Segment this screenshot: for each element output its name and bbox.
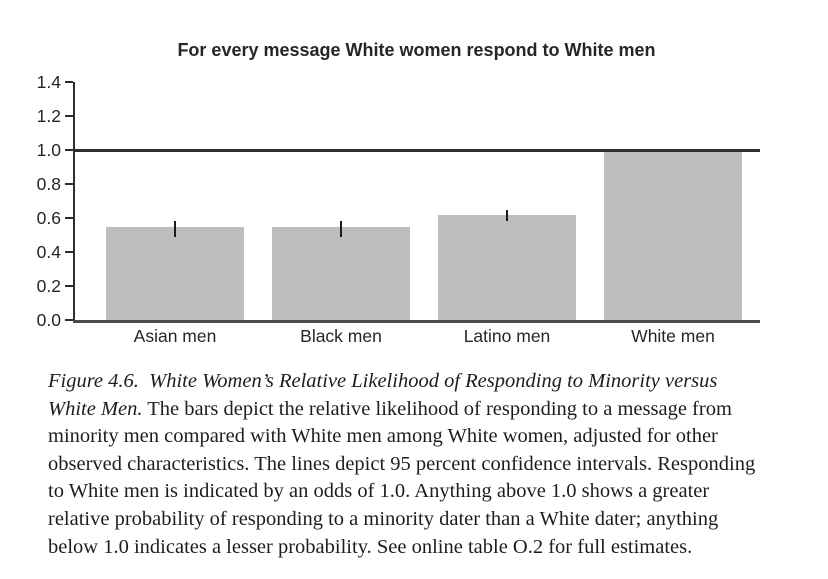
y-tick-label: 1.0	[36, 140, 61, 160]
y-tick-mark	[65, 217, 73, 219]
y-tick-label: 0.6	[36, 208, 61, 228]
y-tick-label: 0.0	[36, 310, 61, 330]
caption-line: White Men. The bars depict the relative …	[48, 396, 808, 424]
x-category-label: Latino men	[463, 326, 551, 346]
x-category-label: Asian men	[133, 326, 217, 346]
x-axis-line	[73, 320, 760, 323]
y-tick-label: 0.8	[36, 174, 61, 194]
y-axis-line	[73, 82, 75, 322]
caption-roman-text: observed characteristics. The lines depi…	[48, 452, 756, 475]
caption-line: minority men compared with White men amo…	[48, 423, 808, 451]
caption-roman-text: minority men compared with White men amo…	[48, 425, 718, 448]
y-tick-mark	[65, 251, 73, 253]
chart-title: For every message White women respond to…	[177, 40, 656, 60]
bar-white-men	[604, 150, 742, 320]
caption-line: to White men is indicated by an odds of …	[48, 478, 808, 506]
caption-roman-text: below 1.0 indicates a lesser probability…	[48, 535, 693, 558]
y-tick-mark	[65, 149, 73, 151]
caption-italic-text: White Men.	[48, 397, 143, 420]
caption-roman-text: The bars depict the relative likelihood …	[142, 397, 732, 420]
y-tick-label: 0.4	[36, 242, 61, 262]
y-tick-mark	[65, 81, 73, 84]
y-tick-label: 0.2	[36, 276, 61, 296]
x-category-label: Black men	[300, 326, 382, 346]
y-tick-mark	[65, 183, 73, 185]
bar-latino-men	[438, 214, 576, 320]
caption-line: observed characteristics. The lines depi…	[48, 451, 808, 479]
caption-line: below 1.0 indicates a lesser probability…	[48, 534, 808, 562]
reference-line-odds-1	[73, 148, 760, 152]
confidence-interval-black-men	[340, 221, 342, 237]
confidence-interval-asian-men	[174, 221, 176, 237]
caption-roman-text: relative probability of responding to a …	[48, 507, 719, 530]
bar-black-men	[272, 227, 410, 320]
caption-line: Figure 4.6. White Women’s Relative Likel…	[48, 368, 808, 396]
y-tick-mark	[65, 285, 73, 287]
caption-roman-text: to White men is indicated by an odds of …	[48, 480, 710, 503]
caption-italic-text: Figure 4.6. White Women’s Relative Likel…	[48, 370, 718, 392]
bar-asian-men	[106, 227, 244, 320]
y-tick-mark	[65, 115, 73, 117]
y-tick-label: 1.2	[36, 106, 61, 126]
caption-line: relative probability of responding to a …	[48, 506, 808, 534]
y-tick-mark	[65, 319, 73, 321]
confidence-interval-latino-men	[506, 209, 508, 222]
x-category-label: White men	[631, 326, 715, 346]
y-tick-label: 1.4	[36, 72, 61, 92]
figure-caption: Figure 4.6. White Women’s Relative Likel…	[48, 368, 808, 561]
bar-chart-plot: 0.0 0.2 0.4 0.6 0.8 1.0 1.2 1.4 Asian men Black …	[37, 72, 760, 346]
